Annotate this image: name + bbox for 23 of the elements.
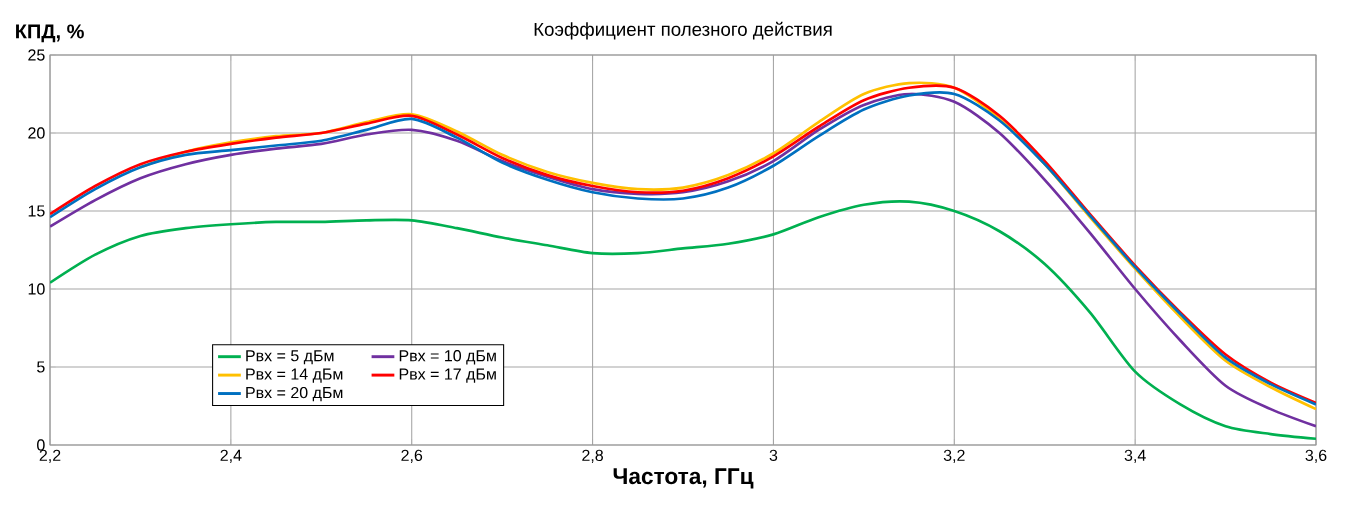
- x-axis-title: Частота, ГГц: [613, 468, 754, 489]
- x-tick-label: 2,6: [401, 449, 423, 463]
- legend-label: Pвх = 10 дБм: [399, 350, 496, 365]
- y-axis-title: КПД, %: [16, 24, 84, 43]
- y-tick-label: 20: [28, 127, 45, 139]
- x-tick-label: 3: [769, 449, 778, 462]
- legend-label: Pвх = 14 дБм: [246, 368, 343, 383]
- x-tick-label: 3,6: [1305, 449, 1327, 463]
- y-tick-label: 0: [37, 439, 45, 451]
- y-tick-label: 25: [28, 49, 45, 61]
- x-tick-label: 2,2: [39, 449, 61, 463]
- x-tick-label: 3,4: [1124, 449, 1146, 463]
- x-tick-label: 2,4: [220, 449, 242, 463]
- legend-label: Pвх = 17 дБм: [399, 368, 496, 383]
- y-tick-label: 5: [37, 361, 45, 373]
- x-tick-label: 3,2: [943, 449, 965, 463]
- legend-label: Pвх = 20 дБм: [246, 386, 343, 402]
- x-tick-label: 2,8: [582, 449, 603, 463]
- y-tick-label: 10: [28, 283, 45, 295]
- chart-title: Коэффициент полезного действия: [534, 21, 832, 40]
- y-tick-label: 15: [28, 205, 45, 217]
- legend-label: Pвх = 5 дБм: [246, 350, 334, 365]
- line-series: [50, 200, 1316, 441]
